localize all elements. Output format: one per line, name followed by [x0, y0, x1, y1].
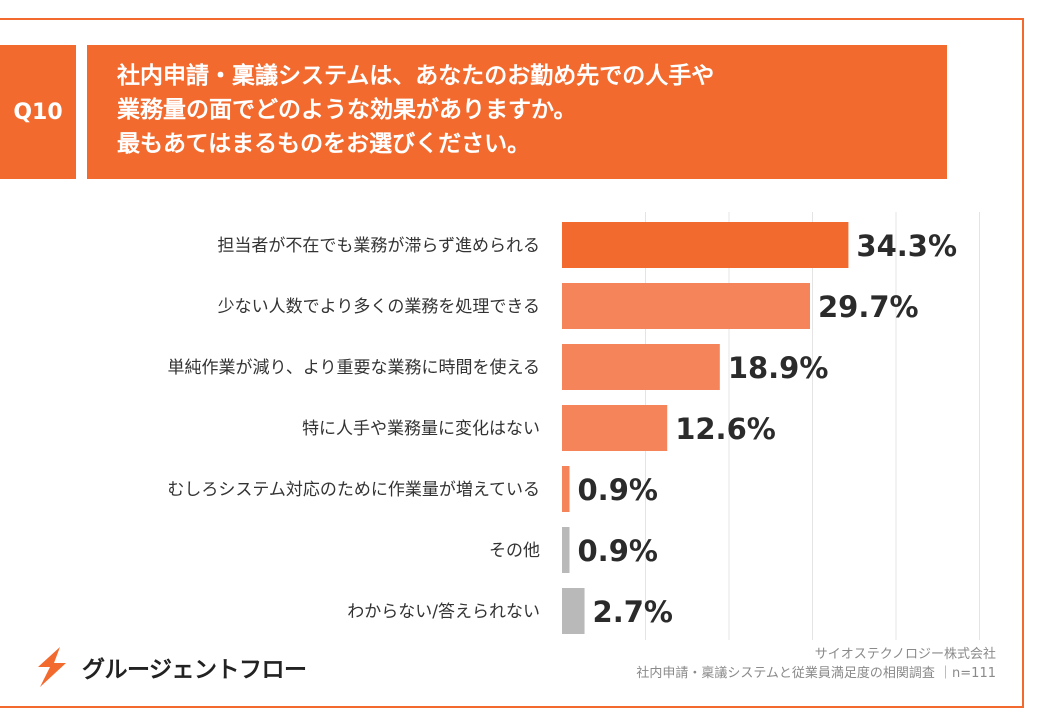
category-label: その他	[489, 541, 540, 561]
category-label: 特に人手や業務量に変化はない	[302, 419, 540, 439]
value-label: 0.9%	[578, 473, 658, 507]
credit-company: サイオステクノロジー株式会社	[814, 647, 996, 662]
question-line-2: 業務量の面でどのような効果がありますか。	[117, 97, 577, 123]
bar	[562, 588, 585, 634]
question-line-1: 社内申請・稟議システムは、あなたのお勤め先での人手や	[117, 63, 715, 89]
bolt-logo-icon	[38, 647, 66, 687]
bar	[562, 466, 570, 512]
value-label: 0.9%	[578, 534, 658, 568]
bar	[562, 405, 668, 451]
question-number: Q10	[0, 45, 76, 179]
bar	[562, 283, 810, 329]
category-label: 担当者が不在でも業務が滞らず進められる	[217, 236, 540, 256]
card-frame	[0, 18, 1024, 708]
category-label: わからない/答えられない	[347, 602, 540, 622]
source-credit: サイオステクノロジー株式会社 社内申請・稟議システムと従業員満足度の相関調査 ｜…	[636, 645, 996, 683]
question-box: 社内申請・稟議システムは、あなたのお勤め先での人手や 業務量の面でどのような効果…	[87, 45, 947, 179]
value-label: 29.7%	[818, 290, 919, 324]
question-line-3: 最もあてはまるものをお選びください。	[117, 131, 531, 157]
value-label: 12.6%	[675, 412, 776, 446]
value-label: 18.9%	[728, 351, 829, 385]
category-label: むしろシステム対応のために作業量が増えている	[167, 480, 540, 500]
value-label: 2.7%	[593, 595, 673, 629]
bar	[562, 222, 849, 268]
brand-logo: グルージェントフロー	[30, 645, 307, 689]
bar	[562, 344, 720, 390]
value-label: 34.3%	[856, 229, 957, 263]
brand-name: グルージェントフロー	[82, 657, 307, 683]
credit-survey: 社内申請・稟議システムと従業員満足度の相関調査 ｜n=111	[636, 666, 996, 681]
bar	[562, 527, 570, 573]
category-label: 少ない人数でより多くの業務を処理できる	[218, 297, 540, 317]
category-label: 単純作業が減り、より重要な業務に時間を使える	[168, 357, 540, 378]
